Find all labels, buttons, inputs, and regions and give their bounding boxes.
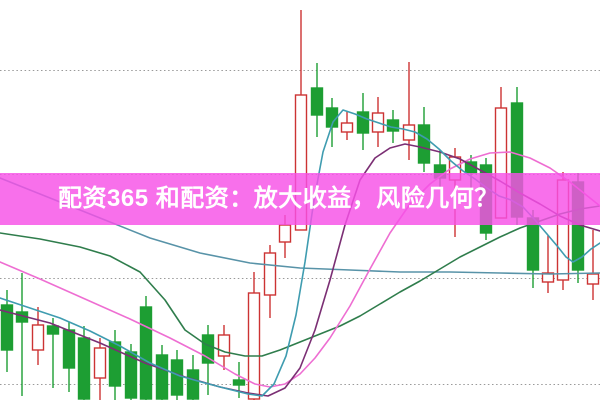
- headline-text: 配资365 和配资：放大收益，风险几何？: [58, 185, 499, 212]
- headline-banner: 配资365 和配资：放大收益，风险几何？: [0, 173, 600, 225]
